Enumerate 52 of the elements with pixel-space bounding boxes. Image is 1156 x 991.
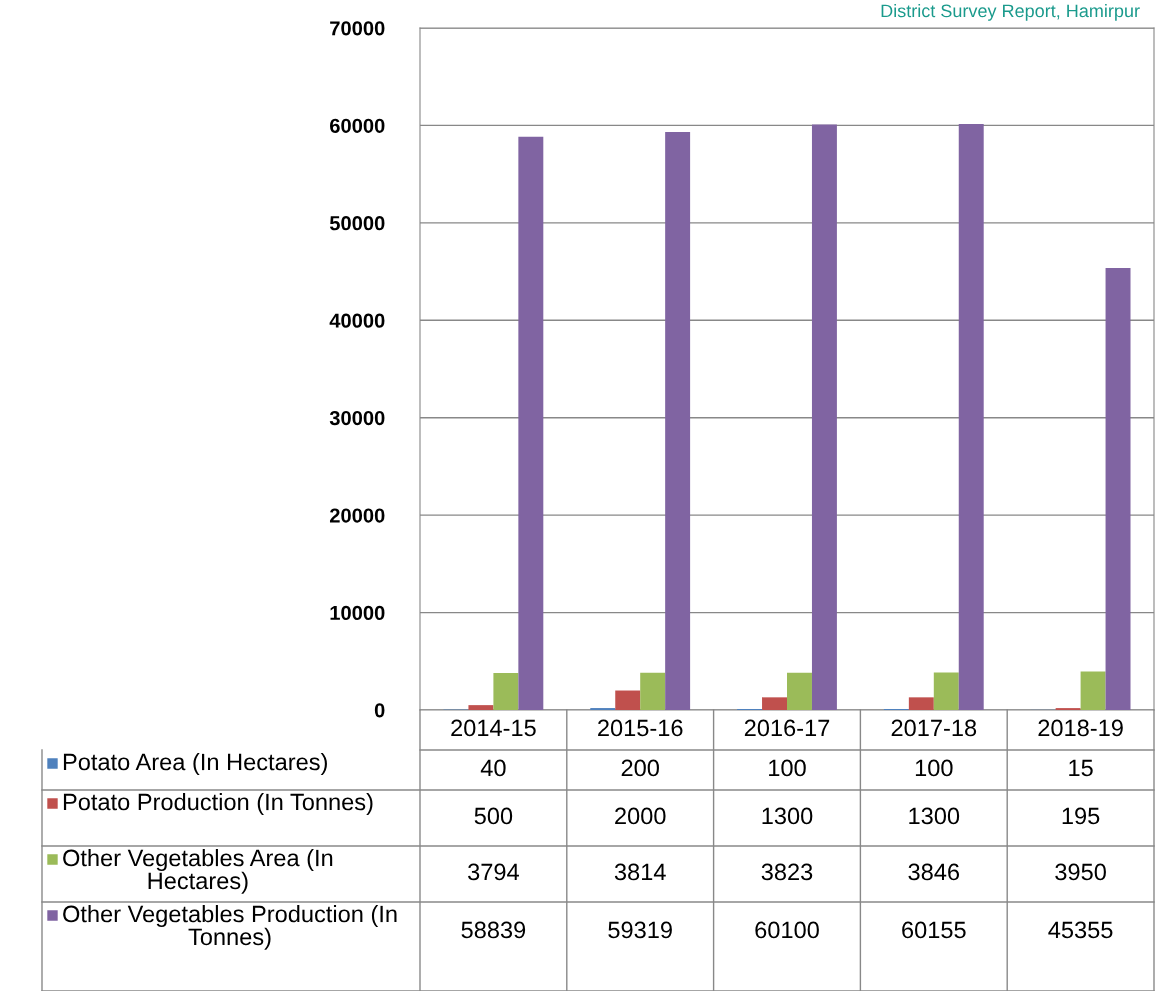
y-tick-label: 10000	[330, 605, 385, 621]
bar	[908, 697, 934, 710]
bar	[762, 697, 787, 710]
bar	[787, 672, 812, 710]
data-label: 100	[769, 759, 806, 777]
x-tick-label: 2015-16	[598, 719, 683, 737]
data-label: 58839	[461, 921, 526, 939]
data-label: 60155	[902, 921, 966, 939]
bar	[640, 672, 666, 710]
y-tick-label: 30000	[329, 410, 385, 426]
y-tick-label: 20000	[329, 508, 385, 523]
legend-label: Potato Area (In Hectares)	[63, 753, 327, 775]
bar	[958, 123, 984, 710]
legend-label: Potato Production (In Tonnes)	[63, 793, 373, 815]
y-tick-label: 70000	[330, 21, 385, 36]
data-label: 3823	[761, 863, 813, 881]
data-label: 100	[915, 759, 953, 777]
data-label: 3950	[1055, 863, 1106, 881]
bar	[1080, 671, 1106, 710]
data-label: 1300	[762, 807, 813, 825]
x-tick-label: 2017-18	[891, 719, 977, 737]
bar	[665, 132, 691, 710]
data-label: 500	[474, 807, 513, 825]
bar	[615, 690, 641, 710]
bar	[468, 705, 494, 710]
data-label: 15	[1069, 759, 1093, 777]
data-label: 1300	[909, 807, 960, 825]
bar	[493, 673, 519, 710]
data-label: 40	[480, 759, 506, 777]
data-label: 3794	[468, 863, 519, 881]
text: District Survey Report, Hamirpur	[881, 4, 1140, 21]
data-label: 3814	[614, 863, 666, 881]
y-tick-label: 40000	[329, 313, 385, 328]
y-tick-label: 50000	[329, 216, 385, 231]
data-label: 200	[621, 759, 659, 777]
data-label: 195	[1062, 807, 1100, 825]
bar	[518, 136, 544, 710]
data-label: 3846	[908, 863, 960, 881]
data-label: 59319	[608, 921, 672, 939]
x-tick-label: 2018-19	[1038, 719, 1123, 737]
y-tick-label: 60000	[330, 118, 385, 133]
data-label: 45355	[1048, 921, 1113, 939]
data-label: 60100	[755, 921, 819, 939]
legend-label: Other Vegetables Production (In Tonnes)	[63, 905, 397, 950]
x-tick-label: 2014-15	[451, 719, 536, 737]
bar	[811, 124, 837, 710]
legend-label: Other Vegetables Area (In Hectares)	[63, 849, 333, 894]
x-tick-label: 2016-17	[744, 719, 830, 737]
data-label: 2000	[615, 807, 666, 825]
y-tick-label: 0	[374, 703, 385, 718]
bar	[933, 672, 959, 710]
bar	[1105, 268, 1131, 710]
